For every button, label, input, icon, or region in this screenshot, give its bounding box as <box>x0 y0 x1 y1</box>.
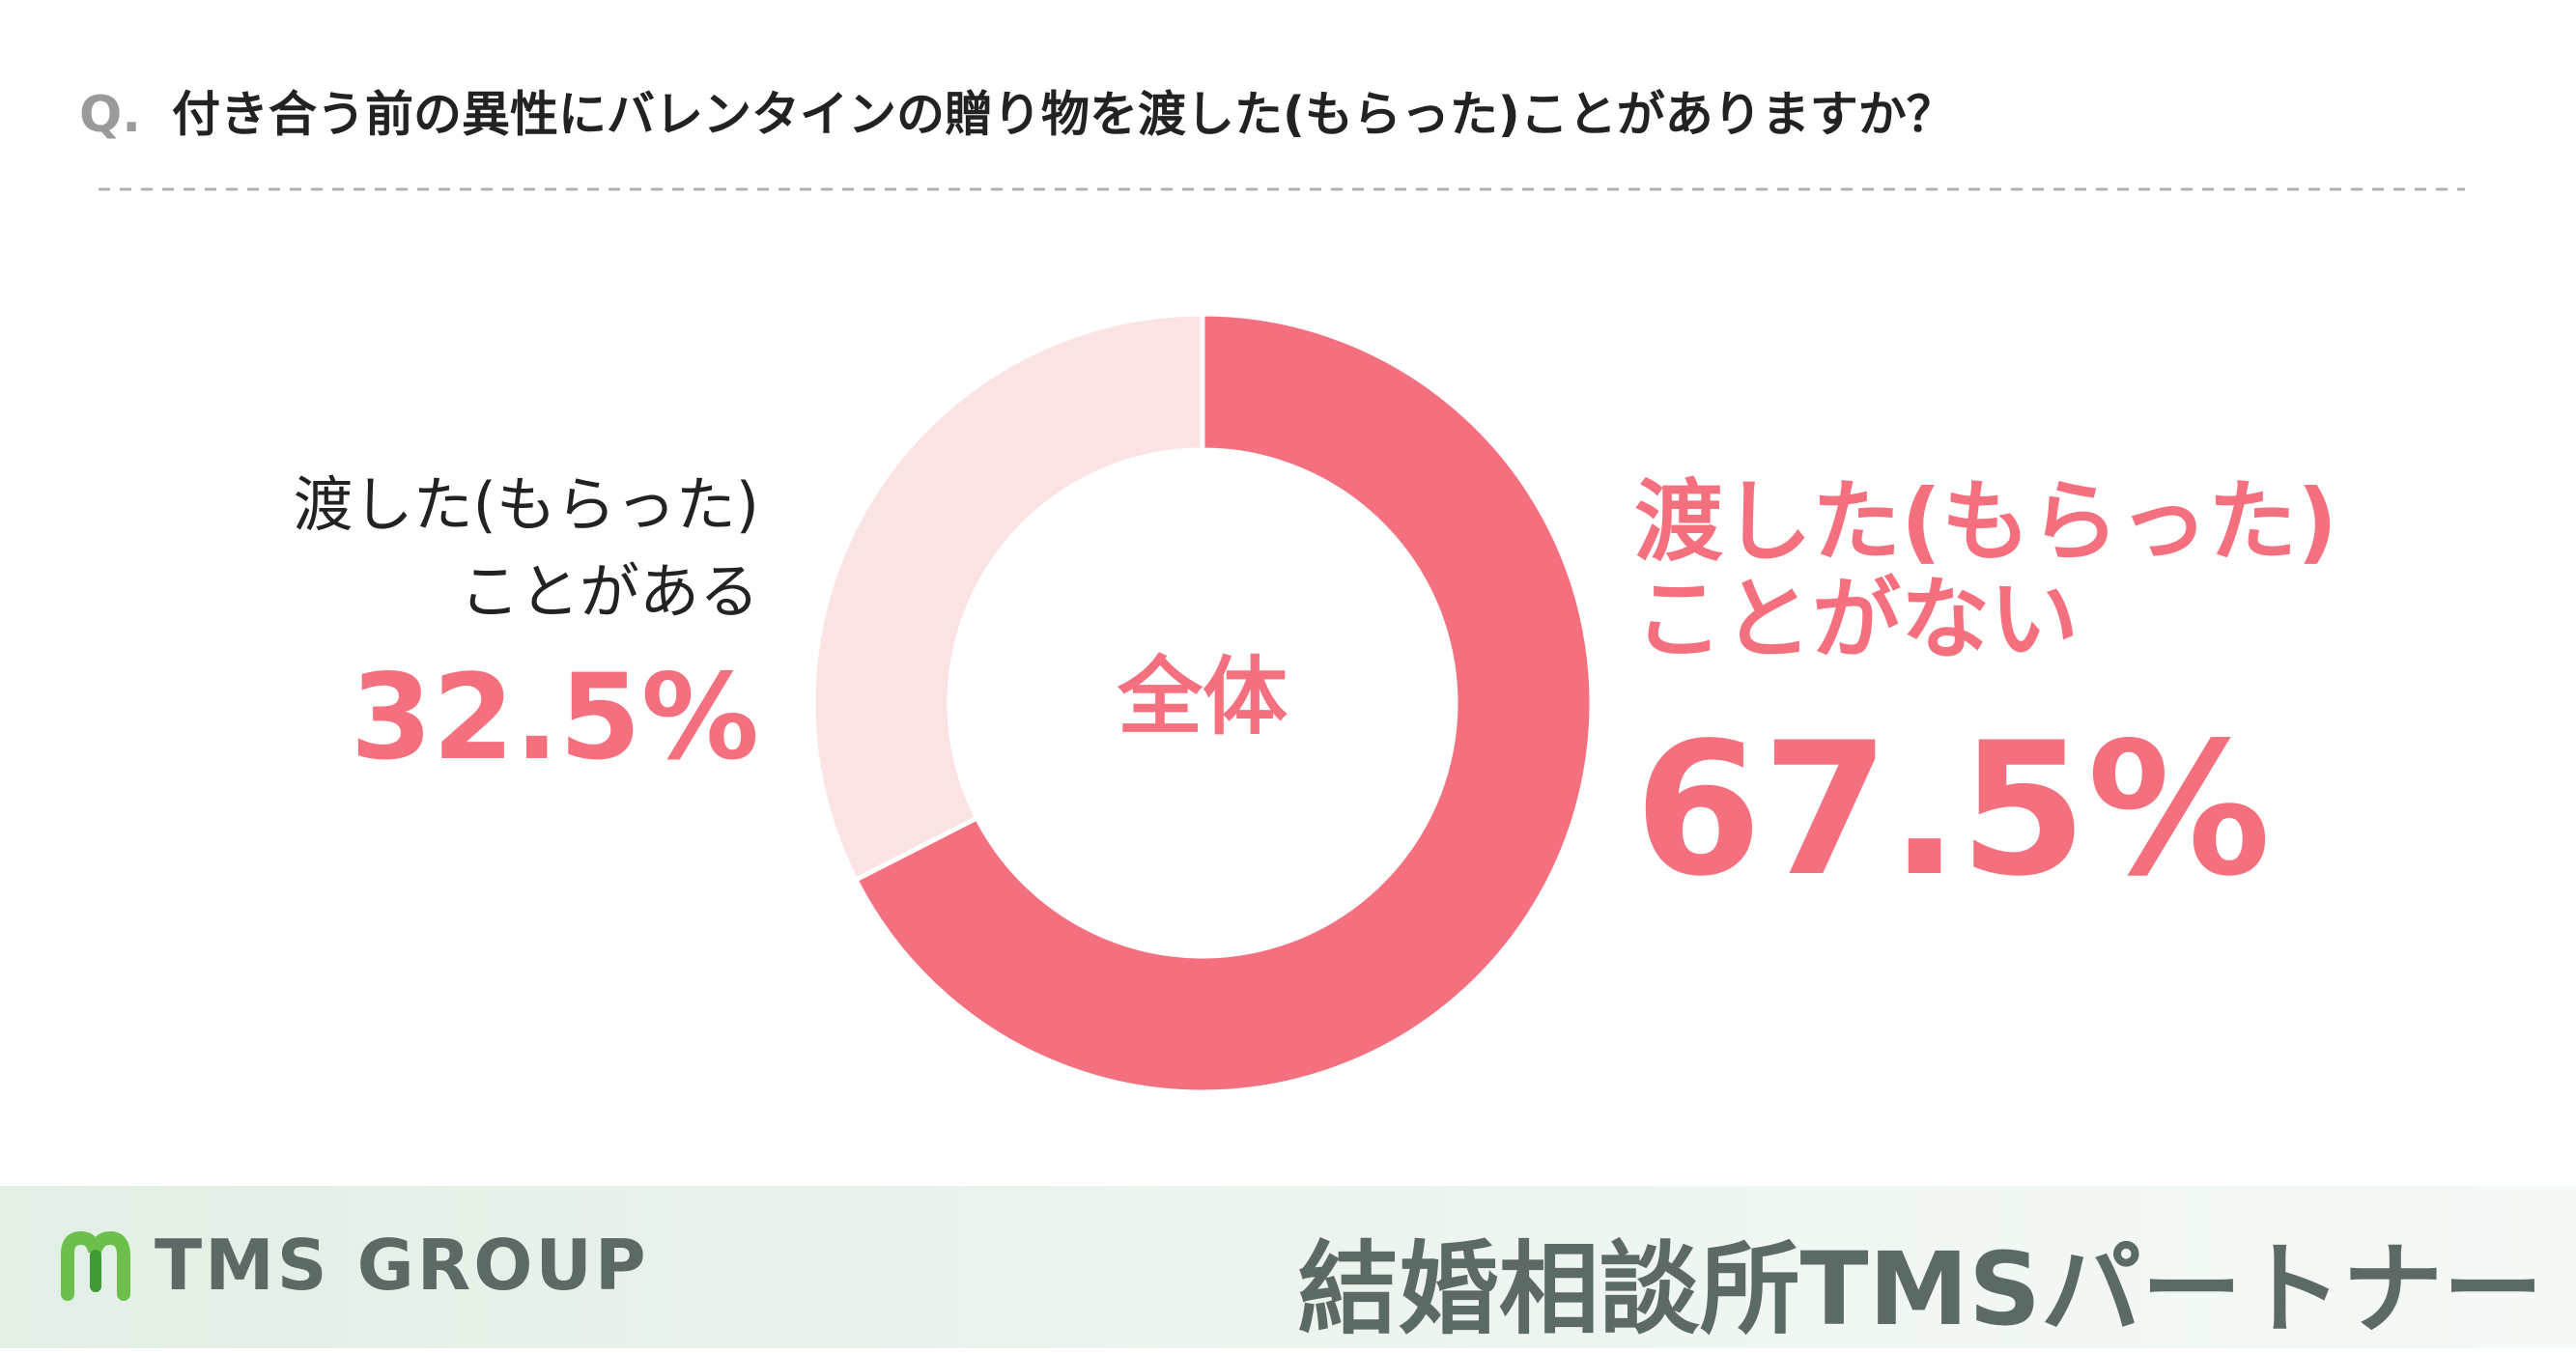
slice-label: 渡した(もらった) ことがある <box>293 469 759 627</box>
slice-label: 渡した(もらった) ことがない <box>1634 470 2338 672</box>
center-label: 全体 <box>1117 647 1288 747</box>
footer-service: 結婚相談所TMSパートナー <box>1297 1230 2543 1348</box>
donut-slice <box>810 311 1205 884</box>
footer-brand: TMS GROUP <box>155 1225 649 1306</box>
footer: TMS GROUP 結婚相談所TMSパートナー <box>0 1186 2576 1348</box>
value-label: 32.5% <box>350 649 759 786</box>
donut-slice <box>852 311 1595 1095</box>
logo-icon <box>61 1230 130 1301</box>
value-label: 67.5% <box>1634 703 2272 916</box>
chart-title: 付き合う前の異性にバレンタインの贈り物を渡した(もらった)ことがありますか？ <box>172 87 1955 143</box>
chart: Q. 付き合う前の異性にバレンタインの贈り物を渡した(もらった)ことがありますか… <box>79 86 2465 1095</box>
donut <box>810 311 1595 1095</box>
question-label: Q. <box>79 86 141 144</box>
